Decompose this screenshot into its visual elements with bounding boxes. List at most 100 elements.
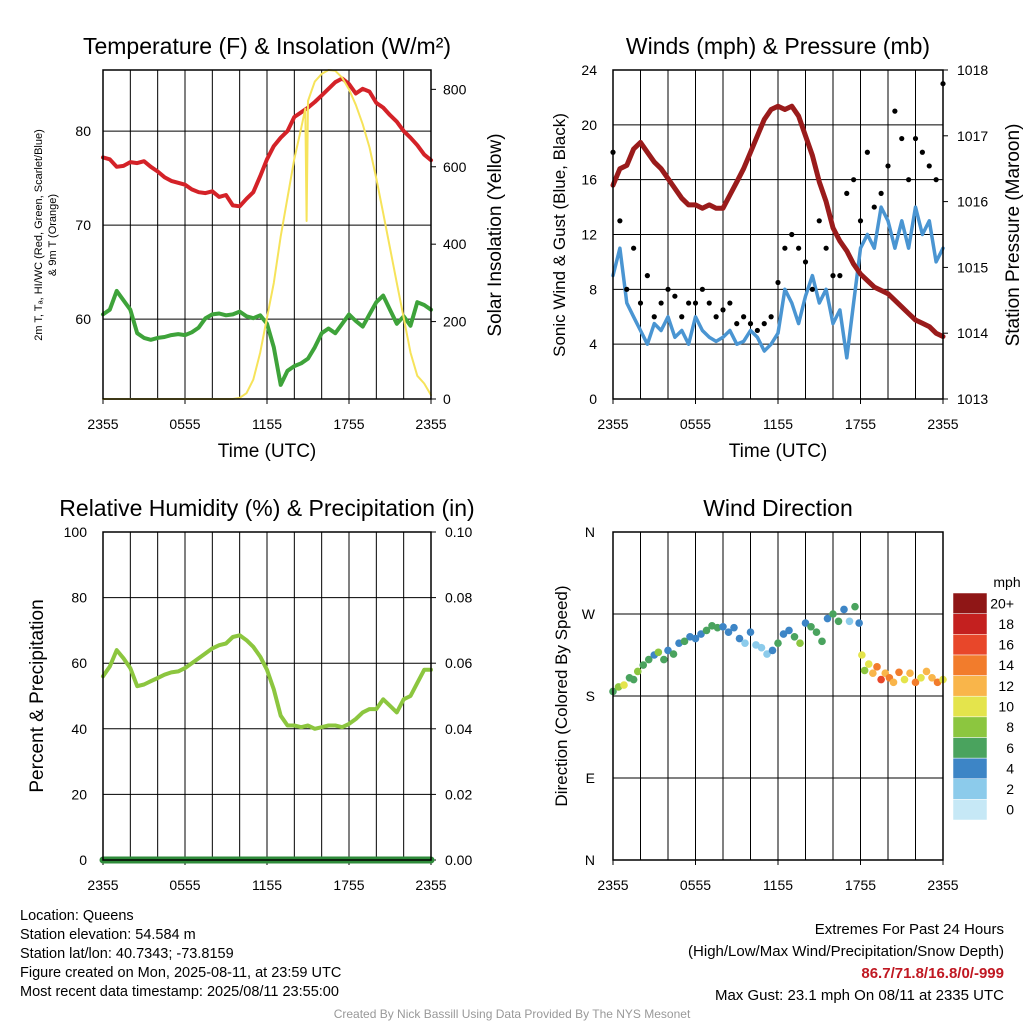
x-tick-label: 2355 [597, 416, 628, 432]
y-right-tick-label: 800 [443, 81, 467, 97]
gust-point [665, 286, 671, 292]
y-tick-label: 80 [71, 590, 87, 606]
x-tick-label: 1155 [763, 416, 793, 432]
y-right-tick-label: 1017 [957, 128, 988, 144]
gust-point [692, 300, 699, 306]
direction-point [719, 622, 727, 631]
gust-point [844, 190, 850, 196]
x-tick-label: 1755 [845, 877, 876, 893]
colorbar-tick-label: 12 [998, 678, 1014, 694]
colorbar-tick-label: 14 [998, 657, 1014, 673]
direction-point [864, 660, 873, 668]
x-tick-label: 1155 [252, 877, 282, 893]
y-tick-label: 16 [581, 172, 597, 188]
series-line-2m-t [101, 76, 433, 209]
direction-point [669, 650, 678, 658]
gust-point [672, 293, 678, 299]
y-axis-label-right: Station Pressure (Maroon) [1003, 124, 1024, 347]
gust-point [871, 204, 877, 210]
series-line-solar [102, 69, 432, 400]
x-tick-label: 2355 [415, 877, 446, 893]
y-right-tick-label: 0.02 [445, 786, 472, 802]
y-axis-label-line1: 2m T, Tₐ, HI/WC (Red, Green, Scarlet/Blu… [33, 129, 45, 341]
colorbar-swatch [952, 613, 988, 635]
y-right-tick-label: 1015 [957, 259, 988, 275]
gust-point [933, 177, 939, 183]
gust-point [899, 135, 905, 142]
series-line-sonic-wind [611, 205, 945, 360]
direction-point [702, 626, 711, 635]
series-line-station-pressure [610, 103, 946, 339]
gust-point [906, 177, 912, 183]
direction-point [724, 628, 733, 637]
y-right-tick-label: 1014 [957, 325, 988, 341]
colorbar-swatch [952, 695, 988, 718]
max-gust-text: Max Gust: 23.1 mph On 08/11 at 2335 UTC [714, 987, 1004, 1004]
y-axis-label: Sonic Wind & Gust (Blue, Black) [550, 113, 569, 357]
y-tick-label: 60 [75, 311, 91, 327]
y-axis-label-right: Solar Insolation (Yellow) [485, 133, 506, 336]
y-right-tick-label: 200 [443, 314, 467, 330]
colorbar-tick-label: 10 [998, 699, 1014, 715]
y-tick-label: 24 [581, 62, 597, 78]
gust-point [837, 273, 843, 279]
colorbar-tick-label: 6 [1006, 740, 1014, 756]
colorbar-swatch [952, 737, 988, 759]
direction-point [869, 669, 877, 678]
direction-point [644, 655, 653, 664]
y-right-tick-label: 1013 [957, 391, 988, 407]
direction-point [877, 675, 885, 684]
x-tick-label: 0555 [680, 416, 711, 432]
colorbar-swatch [952, 592, 988, 614]
direction-point [746, 628, 755, 637]
y-axis-label-line2: & 9m T (Orange) [47, 194, 59, 276]
direction-point [741, 639, 749, 647]
colorbar-swatch [952, 716, 988, 738]
panel-title: Temperature (F) & Insolation (W/m²) [83, 33, 451, 59]
gust-point [637, 300, 644, 306]
created-text: Figure created on Mon, 2025-08-11, at 23… [20, 965, 342, 981]
colorbar-swatch [952, 757, 988, 779]
y-tick-label: N [585, 524, 595, 540]
gust-point [679, 314, 685, 320]
direction-point [873, 663, 881, 671]
gust-point [851, 177, 857, 183]
plot-frame [612, 69, 944, 400]
gust-point [782, 245, 788, 251]
direction-point [654, 648, 663, 657]
direction-point [691, 634, 700, 643]
y-tick-label: S [586, 688, 595, 704]
colorbar-tick-label: 8 [1006, 719, 1014, 735]
direction-point [845, 617, 854, 626]
colorbar-swatch [952, 778, 988, 800]
y-tick-label: 20 [581, 117, 597, 133]
direction-point [680, 637, 689, 646]
x-axis-label: Time (UTC) [218, 441, 317, 462]
direction-point [664, 646, 672, 655]
gust-point [651, 314, 657, 320]
direction-point [917, 673, 925, 682]
gust-point [775, 279, 781, 286]
y-right-tick-label: 1016 [957, 194, 988, 210]
gust-point [734, 321, 740, 327]
direction-point [779, 630, 788, 638]
extremes-title: Extremes For Past 24 Hours [814, 921, 1004, 938]
direction-point [757, 643, 766, 652]
y-right-tick-label: 0.06 [445, 655, 472, 671]
x-tick-label: 2355 [87, 877, 118, 893]
y-right-tick-label: 0 [443, 391, 451, 407]
direction-point [774, 639, 782, 647]
gust-point [699, 286, 705, 292]
direction-point [633, 667, 642, 676]
y-right-tick-label: 400 [443, 236, 467, 252]
direction-point [906, 669, 914, 678]
direction-point [735, 634, 744, 643]
direction-point [807, 622, 815, 631]
y-right-tick-label: 0.04 [445, 721, 472, 737]
direction-point [900, 675, 909, 684]
gust-point [809, 286, 815, 292]
y-right-tick-label: 0.00 [445, 852, 472, 868]
gust-point [878, 190, 884, 196]
x-tick-label: 1755 [333, 416, 364, 432]
